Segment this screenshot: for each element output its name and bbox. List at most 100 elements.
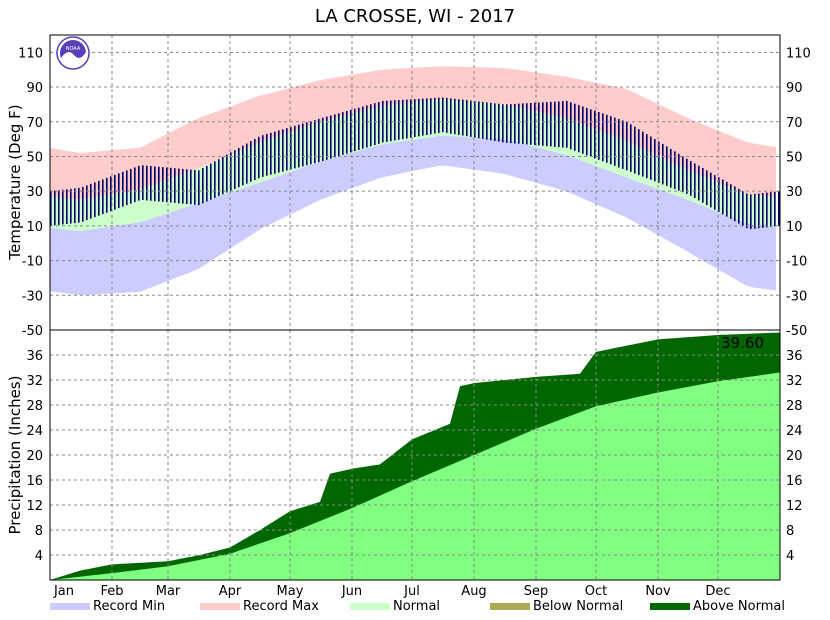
observed-day-bar (710, 172, 712, 208)
observed-day-bar (522, 103, 524, 145)
observed-day-bar (122, 171, 124, 207)
observed-day-bar (178, 168, 180, 204)
precip-ytick-left: 16 (26, 474, 43, 489)
legend-item: Above Normal (650, 599, 785, 614)
observed-day-bar (66, 189, 68, 224)
record-min-band (50, 135, 776, 296)
observed-day-bar (542, 102, 544, 146)
observed-day-bar (702, 168, 704, 203)
observed-day-bar (218, 159, 220, 197)
observed-day-bar (226, 154, 228, 193)
legend-item: Normal (350, 599, 440, 614)
observed-day-bar (726, 181, 728, 217)
observed-day-bar (554, 101, 556, 147)
month-label: Jun (341, 584, 362, 599)
observed-day-bar (474, 101, 476, 138)
temperature-layers (50, 66, 780, 296)
observed-day-bar (658, 141, 660, 183)
observed-day-bar (650, 136, 652, 180)
observed-day-bar (90, 183, 92, 219)
observed-day-bar (746, 193, 748, 229)
precipitation-axis-label: Precipitation (Inches) (6, 376, 24, 535)
observed-day-bar (266, 133, 268, 176)
precip-ytick-left: 20 (26, 449, 43, 464)
temp-ytick-left: 50 (26, 150, 43, 165)
observed-day-bar (234, 150, 236, 189)
observed-day-bar (674, 151, 676, 190)
observed-day-bar (638, 129, 640, 176)
chart-legend: Record Min Record Max Normal Below Normal Ab… (50, 599, 785, 614)
month-label: Dec (705, 584, 730, 599)
observed-day-bar (162, 167, 164, 202)
observed-day-bar (354, 108, 356, 152)
observed-day-bar (558, 101, 560, 148)
observed-day-bar (398, 100, 400, 140)
observed-day-bar (78, 187, 80, 223)
observed-day-bar (54, 190, 56, 226)
observed-day-bar (550, 101, 552, 147)
legend-label: Below Normal (533, 599, 623, 614)
temp-ytick-left: 10 (26, 220, 43, 235)
temp-ytick-left: -50 (22, 324, 43, 339)
observed-day-bar (114, 174, 116, 210)
legend-label: Record Min (93, 599, 165, 614)
temp-ytick-left: 110 (18, 46, 43, 61)
observed-day-bar (566, 100, 568, 148)
observed-day-bar (414, 99, 416, 137)
observed-day-bar (534, 102, 536, 146)
month-label: Aug (461, 584, 486, 599)
observed-day-bar (762, 193, 764, 228)
observed-day-bar (682, 156, 684, 193)
observed-day-bar (586, 107, 588, 156)
observed-day-bar (406, 99, 408, 139)
observed-day-bar (378, 102, 380, 144)
observed-day-bar (214, 161, 216, 198)
temperature-axis-label: Temperature (Deg F) (6, 104, 24, 260)
observed-day-bar (302, 123, 304, 167)
observed-day-bar (182, 168, 184, 204)
observed-day-bar (270, 132, 272, 175)
temperature-y-ticks: 110 110 90 90 70 70 50 50 30 30 10 10 -10 -10 -30 -30 -5… (18, 46, 811, 339)
observed-day-bar (74, 188, 76, 224)
observed-day-bar (174, 168, 176, 203)
precip-ytick-left: 12 (26, 499, 43, 514)
observed-day-bar (670, 148, 672, 188)
precip-ytick-right: 8 (786, 524, 794, 539)
month-label: Apr (219, 584, 242, 599)
observed-day-bar (314, 120, 316, 164)
observed-day-bar (770, 192, 772, 227)
observed-day-bar (306, 122, 308, 166)
observed-day-bar (242, 145, 244, 186)
observed-day-bar (654, 139, 656, 182)
observed-day-bar (482, 101, 484, 139)
legend-item: Record Max (200, 599, 319, 614)
precip-ytick-right: 24 (786, 424, 803, 439)
observed-day-bar (714, 175, 716, 210)
observed-day-bar (186, 169, 188, 204)
temp-ytick-left: 90 (26, 81, 43, 96)
observed-day-bar (538, 102, 540, 146)
observed-day-bar (718, 177, 720, 212)
observed-day-bar (146, 165, 148, 201)
observed-day-bar (426, 98, 428, 135)
observed-day-bar (294, 125, 296, 169)
observed-daily-series (50, 97, 780, 230)
observed-day-bar (734, 186, 736, 222)
precip-ytick-left: 32 (26, 374, 43, 389)
observed-day-bar (310, 121, 312, 165)
chart-title: LA CROSSE, WI - 2017 (315, 6, 515, 27)
record-max-band (50, 66, 776, 200)
precip-ytick-left: 8 (35, 524, 43, 539)
observed-day-bar (110, 176, 112, 212)
observed-day-bar (722, 179, 724, 215)
observed-day-bar (546, 102, 548, 147)
observed-day-bar (222, 156, 224, 195)
observed-day-bar (754, 194, 756, 229)
observed-day-bar (518, 103, 520, 144)
month-label: Feb (100, 584, 123, 599)
observed-day-bar (130, 168, 132, 204)
precip-ytick-right: 28 (786, 399, 803, 414)
observed-day-bar (50, 191, 52, 226)
observed-day-bar (158, 166, 160, 202)
precipitation-panel: 36 36 32 32 28 28 24 24 20 20 16 16 12 12 8 8 4 4 Precipi… (6, 329, 803, 581)
